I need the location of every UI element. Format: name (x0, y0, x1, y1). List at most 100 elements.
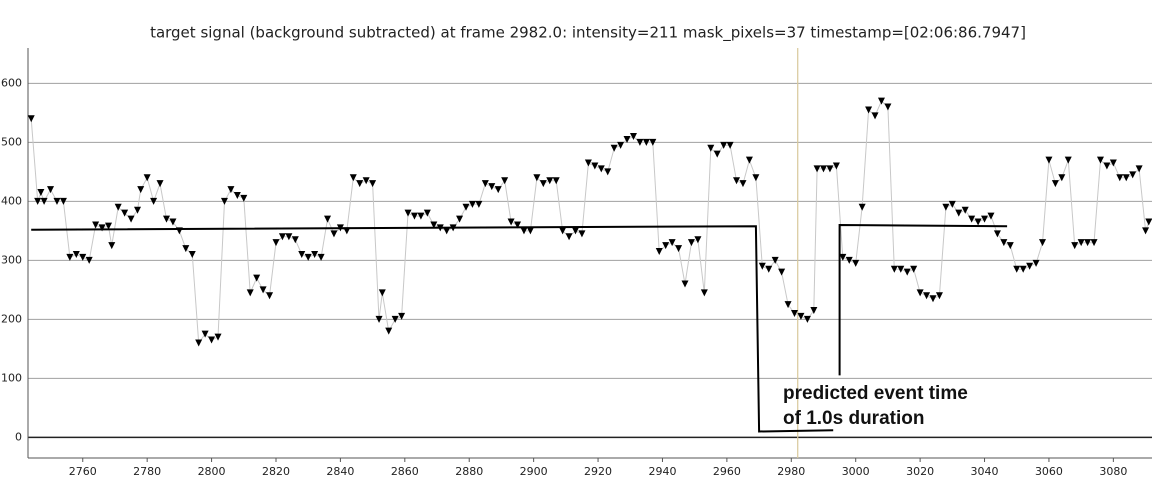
point (304, 253, 312, 261)
point (443, 227, 451, 235)
point (488, 183, 496, 191)
point (961, 206, 969, 214)
point (507, 218, 515, 226)
point (923, 292, 931, 300)
point (137, 186, 145, 194)
point (797, 312, 805, 320)
point (662, 242, 670, 250)
x-tick-label: 2840 (326, 465, 354, 478)
point (423, 209, 431, 217)
point (629, 132, 637, 140)
point (675, 245, 683, 253)
point (92, 221, 100, 229)
x-tick-label: 2940 (648, 465, 676, 478)
y-tick-label: 400 (1, 194, 22, 207)
point (1038, 239, 1046, 247)
point (694, 236, 702, 244)
point (765, 265, 773, 273)
point (803, 315, 811, 323)
x-tick-label: 3000 (842, 465, 870, 478)
point (514, 221, 522, 229)
point (1122, 174, 1130, 182)
point (195, 339, 203, 347)
point (1084, 239, 1092, 247)
point (1006, 242, 1014, 250)
point (121, 209, 129, 217)
point (948, 200, 956, 208)
point (188, 250, 196, 258)
point (253, 274, 261, 282)
point (385, 327, 393, 335)
point (539, 180, 547, 188)
point (330, 230, 338, 238)
point (398, 312, 406, 320)
point (993, 230, 1001, 238)
point (974, 218, 982, 226)
point (839, 253, 847, 261)
point (169, 218, 177, 226)
x-tick-label: 2920 (584, 465, 612, 478)
point (733, 177, 741, 185)
point (285, 233, 293, 241)
point (1103, 162, 1111, 170)
point (877, 97, 885, 105)
point (884, 103, 892, 111)
y-tick-label: 300 (1, 253, 22, 266)
point (713, 150, 721, 158)
point (707, 144, 715, 152)
point (897, 265, 905, 273)
point (726, 141, 734, 149)
x-tick-label: 2820 (262, 465, 290, 478)
point (1045, 156, 1053, 164)
point (1064, 156, 1072, 164)
point (1000, 239, 1008, 247)
x-tick-label: 2760 (69, 465, 97, 478)
chart-title: target signal (background subtracted) at… (150, 24, 1026, 43)
point (266, 292, 274, 300)
point (935, 292, 943, 300)
point (430, 221, 438, 229)
point (391, 315, 399, 323)
y-tick-label: 0 (15, 430, 22, 443)
point (687, 239, 695, 247)
point (105, 222, 113, 230)
point (143, 174, 151, 182)
point (1032, 259, 1040, 267)
point (623, 135, 631, 143)
point (462, 203, 470, 211)
point (37, 189, 45, 197)
point (642, 138, 650, 146)
point (1090, 239, 1098, 247)
point (533, 174, 541, 182)
point (578, 230, 586, 238)
point (475, 200, 483, 208)
point (832, 162, 840, 170)
point (324, 215, 332, 223)
point (40, 197, 48, 205)
point (1096, 156, 1104, 164)
point (362, 177, 370, 185)
point (34, 197, 42, 205)
point (520, 227, 528, 235)
point (778, 268, 786, 276)
point (349, 174, 357, 182)
point (890, 265, 898, 273)
point (259, 286, 267, 294)
point (1135, 165, 1143, 173)
point (220, 197, 228, 205)
point (604, 168, 612, 176)
point (955, 209, 963, 217)
event-step-line (31, 223, 1008, 433)
point (404, 209, 412, 217)
point (1071, 242, 1079, 250)
x-tick-label: 2800 (198, 465, 226, 478)
point (845, 256, 853, 264)
point (1142, 227, 1150, 235)
point (942, 203, 950, 211)
point (27, 115, 35, 123)
point (356, 180, 364, 188)
point (317, 253, 325, 261)
x-tick-label: 2880 (455, 465, 483, 478)
point (227, 186, 235, 194)
